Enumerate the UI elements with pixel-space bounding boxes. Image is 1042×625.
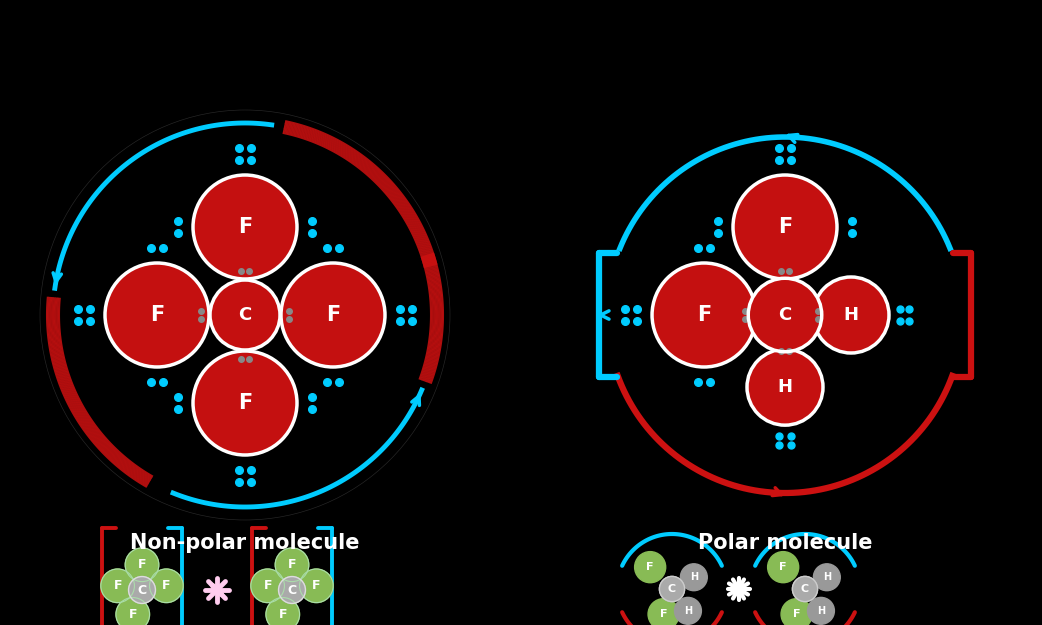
Text: Polar molecule: Polar molecule [698, 533, 872, 553]
Circle shape [674, 598, 701, 624]
Text: C: C [778, 306, 792, 324]
Text: F: F [238, 393, 252, 413]
Text: C: C [138, 584, 147, 596]
Circle shape [748, 278, 822, 352]
Circle shape [733, 175, 837, 279]
Text: F: F [114, 579, 122, 592]
Circle shape [660, 576, 685, 602]
Text: F: F [793, 609, 800, 619]
Circle shape [814, 564, 840, 591]
Text: H: H [844, 306, 859, 324]
Text: F: F [288, 558, 296, 571]
Circle shape [792, 576, 818, 602]
Text: F: F [163, 579, 171, 592]
Text: F: F [138, 558, 146, 571]
Text: C: C [668, 584, 676, 594]
Text: C: C [801, 584, 809, 594]
Circle shape [266, 598, 299, 625]
Circle shape [782, 599, 812, 625]
Circle shape [648, 599, 679, 625]
Text: H: H [823, 572, 830, 582]
Text: F: F [779, 562, 787, 572]
Circle shape [635, 552, 666, 582]
Circle shape [150, 569, 183, 602]
Circle shape [813, 277, 889, 353]
Circle shape [251, 569, 284, 602]
Text: F: F [278, 608, 287, 621]
Text: H: H [817, 606, 825, 616]
Text: F: F [778, 217, 792, 237]
Circle shape [652, 263, 756, 367]
Text: C: C [288, 584, 297, 596]
Text: F: F [660, 609, 667, 619]
Circle shape [105, 263, 209, 367]
Circle shape [128, 576, 155, 604]
Circle shape [808, 598, 835, 624]
Circle shape [768, 552, 799, 582]
Circle shape [193, 351, 297, 455]
Text: H: H [684, 606, 692, 616]
Text: F: F [264, 579, 272, 592]
Text: C: C [239, 306, 251, 324]
Text: F: F [646, 562, 654, 572]
Circle shape [278, 576, 305, 604]
Circle shape [193, 175, 297, 279]
Circle shape [281, 263, 384, 367]
Polygon shape [208, 581, 225, 599]
Text: Non-polar molecule: Non-polar molecule [130, 533, 359, 553]
Circle shape [275, 548, 308, 582]
Text: F: F [313, 579, 321, 592]
Text: F: F [150, 305, 165, 325]
Circle shape [116, 598, 150, 625]
Circle shape [125, 548, 158, 582]
Text: F: F [697, 305, 711, 325]
Circle shape [210, 280, 280, 350]
Circle shape [680, 564, 708, 591]
Text: F: F [326, 305, 340, 325]
Text: F: F [128, 608, 137, 621]
Circle shape [747, 349, 823, 425]
Text: H: H [777, 378, 793, 396]
Circle shape [299, 569, 333, 602]
Circle shape [101, 569, 134, 602]
Text: H: H [690, 572, 698, 582]
Text: F: F [238, 217, 252, 237]
